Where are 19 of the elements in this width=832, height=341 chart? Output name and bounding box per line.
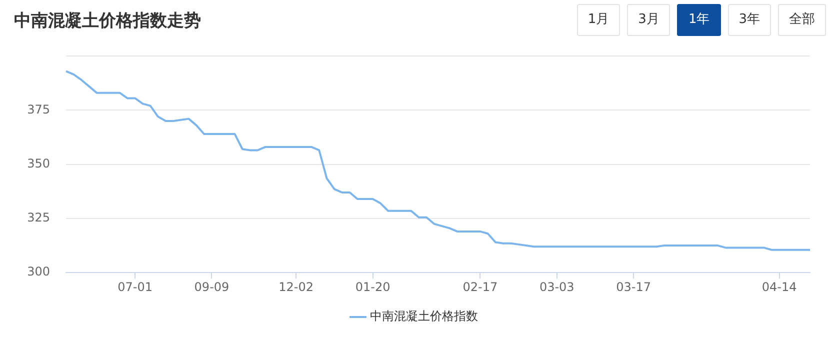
- range-button[interactable]: 3月: [627, 4, 670, 36]
- range-button[interactable]: 1年: [677, 4, 721, 36]
- chart-title: 中南混凝土价格指数走势: [14, 10, 201, 32]
- x-tick-label: 04-14: [762, 280, 797, 294]
- x-tick-label: 01-20: [355, 280, 390, 294]
- x-tick-label: 03-03: [539, 280, 574, 294]
- x-tick-label: 09-09: [194, 280, 230, 294]
- range-button[interactable]: 全部: [778, 4, 826, 36]
- legend-label: 中南混凝土价格指数: [370, 309, 478, 324]
- y-tick-label: 375: [27, 102, 50, 116]
- range-button[interactable]: 3年: [728, 4, 771, 36]
- x-tick-label: 02-17: [462, 280, 498, 294]
- x-tick-label: 07-01: [118, 280, 152, 294]
- y-tick-label: 325: [27, 210, 50, 225]
- x-tick-label: 12-02: [278, 280, 314, 294]
- y-tick-label: 350: [27, 156, 50, 170]
- x-tick-label: 03-17: [616, 280, 652, 294]
- y-tick-label: 300: [27, 264, 50, 279]
- range-button[interactable]: 1月: [576, 4, 620, 36]
